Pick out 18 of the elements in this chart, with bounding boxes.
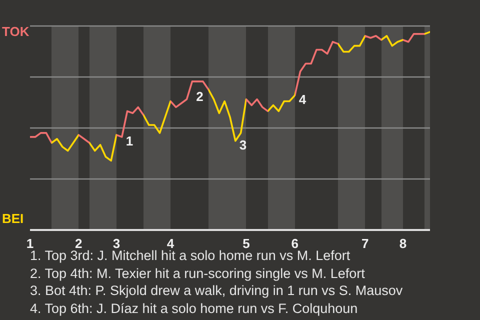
x-tick-label: 7 xyxy=(362,236,369,251)
annotation: 1 xyxy=(126,134,134,149)
x-tick-label: 1 xyxy=(26,236,34,251)
x-tick-label: 2 xyxy=(75,236,82,251)
annotation: 2 xyxy=(196,89,204,104)
text: BEI xyxy=(2,211,24,226)
x-tick-label: 5 xyxy=(242,236,250,251)
text: TOK xyxy=(2,24,30,39)
annotation: 4 xyxy=(298,92,307,107)
text: 2. Top 4th: M. Texier hit a run-scoring single vs M. Lefort xyxy=(30,264,366,282)
x-tick-label: 6 xyxy=(291,236,298,251)
x-tick-label: 4 xyxy=(166,236,175,251)
text: 1. Top 3rd: J. Mitchell hit a solo home run vs M. Lefort xyxy=(30,248,350,263)
text: 3. Bot 4th: P. Skjold drew a walk, driving in 1 run vs S. Mausov xyxy=(30,282,403,300)
x-tick-label: 8 xyxy=(399,236,407,251)
annotation: 3 xyxy=(239,137,247,152)
x-tick-label: 3 xyxy=(112,236,120,251)
text: 4. Top 6th: J. Díaz hit a solo home run vs F. Colquhoun xyxy=(30,300,359,317)
